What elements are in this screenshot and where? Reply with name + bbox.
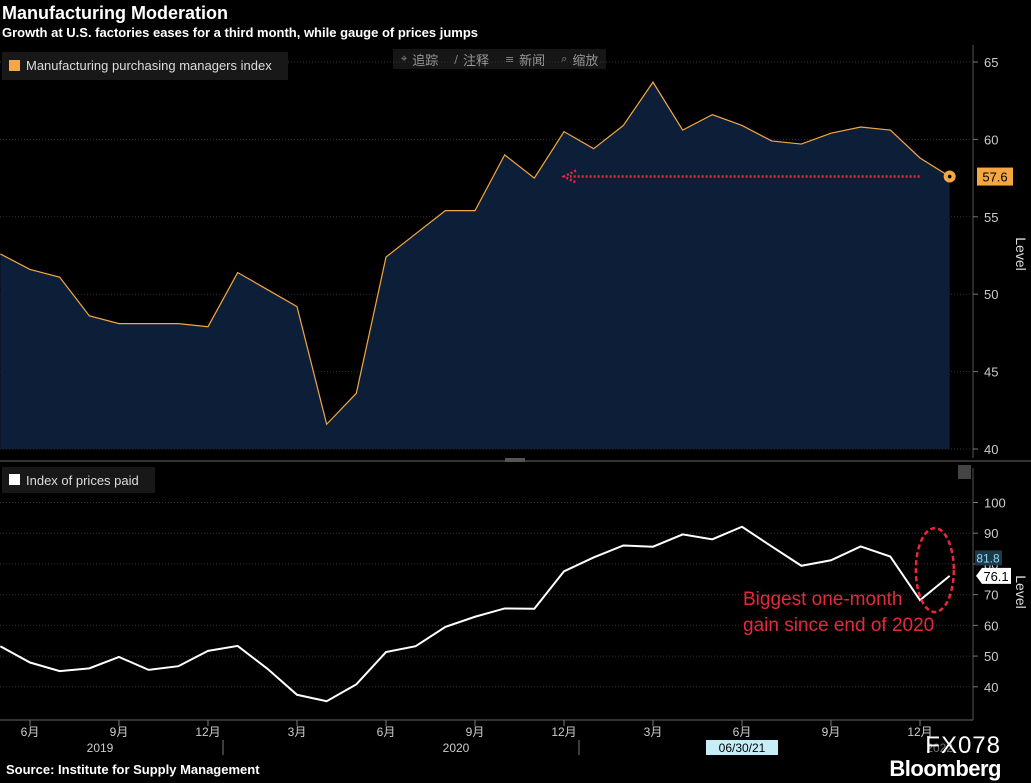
prices-legend-swatch [9,474,20,485]
news-button-label: 新闻 [519,53,546,69]
crosshair-icon: ⌖ [401,52,408,65]
track-button[interactable]: ⌖ 追踪 [393,49,446,69]
x-year-label: 2020 [443,741,470,755]
bottom-y-tick-label: 100 [984,496,1006,511]
x-tick-label: 3月 [288,725,307,739]
pmi-last-point-dot [947,174,952,179]
top-y-tick-label: 65 [984,55,998,70]
news-button[interactable]: ≡ 新闻 [497,49,553,69]
pmi-area-fill [0,82,950,450]
x-tick-label: 6月 [377,725,396,739]
bottom-y-tick-label: 60 [984,618,998,633]
chart-code: FX078 [925,732,1001,759]
prices-prior-value-badge [975,550,1002,566]
prices-series-line [0,525,951,703]
panel-resize-handle[interactable] [505,458,525,462]
bottom-y-axis-title: Level [1013,575,1029,608]
chart-subtitle: Growth at U.S. factories eases for a thi… [2,25,479,40]
top-y-tick-label: 40 [984,442,998,457]
top-y-tick-label: 50 [984,287,998,302]
zoom-button[interactable]: ⌕ 缩放 [553,49,606,69]
panel-collapse-button[interactable] [958,465,971,479]
bottom-y-tick-label: 40 [984,680,998,695]
annotation-ellipse [914,526,956,614]
news-icon: ≡ [504,52,515,66]
prices-last-value-label: 76.1 [983,569,1008,584]
x-crosshair-date-label: 06/30/21 [719,741,766,755]
prices-legend-label: Index of prices paid [26,473,139,488]
prices-prior-value-label: 81.8 [976,551,1000,565]
bottom-y-tick-label: 90 [984,526,998,541]
annotate-button-label: 注释 [462,53,489,69]
x-tick-label: 6月 [733,725,752,739]
pencil-icon: ∕ [454,52,458,66]
x-year-label: 2019 [87,741,114,755]
annotate-button[interactable]: ∕ 注释 [446,49,497,69]
pmi-last-value-badge [977,167,1013,186]
x-crosshair-date-badge [706,740,778,755]
zoom-button-label: 缩放 [572,53,599,69]
chart-toolbar: ⌖ 追踪 ∕ 注释 ≡ 新闻 ⌕ 缩放 [393,49,607,69]
annotation-text-line-2: gain since end of 2020 [743,615,934,636]
source-note: Source: Institute for Supply Management [6,762,260,777]
top-y-axis-title: Level [1013,237,1029,270]
annotation-arrow-head [561,169,577,184]
pmi-last-value-label: 57.6 [982,170,1007,185]
chart-title: Manufacturing Moderation [2,3,228,23]
bottom-y-tick-label: 50 [984,649,998,664]
bloomberg-logo: Bloomberg [889,756,1001,781]
x-tick-label: 9月 [110,725,129,739]
top-y-tick-label: 45 [984,365,998,380]
pmi-legend-box [2,52,288,80]
pmi-legend-swatch [9,60,20,71]
bottom-y-tick-label: 70 [984,588,998,603]
x-tick-label: 9月 [466,725,485,739]
top-y-tick-label: 60 [984,132,998,147]
prices-last-value-badge [976,567,1011,584]
x-tick-label: 12月 [551,725,576,739]
x-tick-label: 12月 [907,725,932,739]
track-button-label: 追踪 [412,53,439,69]
magnifier-icon: ⌕ [561,52,568,65]
prices-legend-box [2,467,155,493]
pmi-legend-label: Manufacturing purchasing managers index [26,58,272,73]
pmi-series-line [0,81,950,426]
x-year-label: 2022 [926,741,953,755]
x-tick-label: 9月 [822,725,841,739]
x-tick-label: 3月 [644,725,663,739]
x-tick-label: 12月 [195,725,220,739]
top-y-tick-label: 55 [984,210,998,225]
x-tick-label: 6月 [21,725,40,739]
annotation-text-line-1: Biggest one-month [743,589,903,610]
